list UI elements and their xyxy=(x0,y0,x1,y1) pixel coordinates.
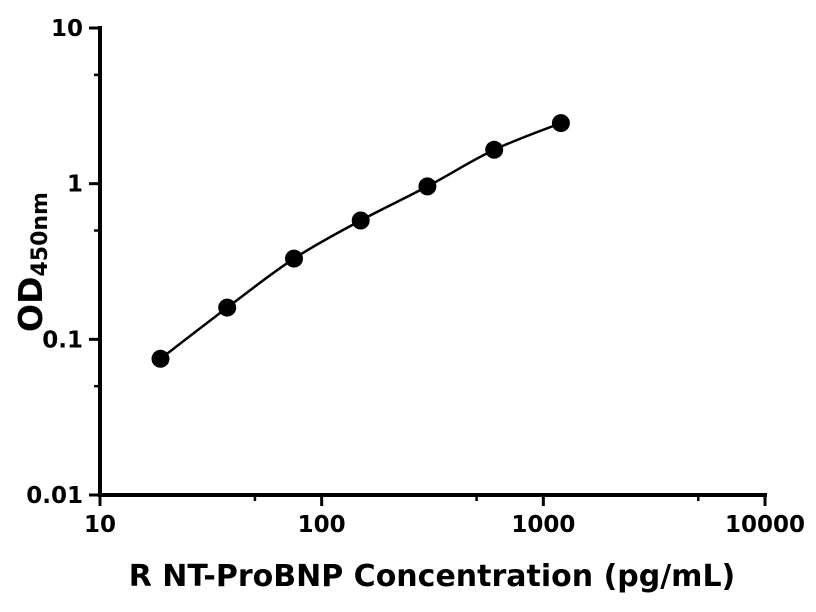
data-point xyxy=(485,140,504,159)
x-tick-label: 1000 xyxy=(511,512,575,538)
x-tick-label: 10 xyxy=(84,512,116,538)
x-tick-label: 100 xyxy=(298,512,346,538)
y-tick-label: 0.1 xyxy=(42,327,83,353)
y-tick-label: 10 xyxy=(51,16,83,42)
data-point xyxy=(218,298,237,317)
y-axis-title-sub: 450nm xyxy=(28,192,53,277)
data-point xyxy=(151,349,170,368)
minor-ticks xyxy=(94,73,700,501)
data-point-layer xyxy=(151,114,570,368)
x-tick-label: 10000 xyxy=(725,512,805,538)
axes xyxy=(98,26,767,497)
major-ticks xyxy=(89,26,767,506)
data-point xyxy=(285,249,303,268)
standard-curve-line xyxy=(159,121,562,360)
data-point xyxy=(418,177,437,196)
y-axis-title: OD450nm xyxy=(11,192,53,332)
data-point xyxy=(551,114,570,133)
y-tick-label: 0.01 xyxy=(26,483,83,509)
data-point xyxy=(351,211,370,230)
y-axis-title-main: OD xyxy=(11,277,50,332)
y-tick-label: 1 xyxy=(67,172,83,198)
x-axis-title: R NT-ProBNP Concentration (pg/mL) xyxy=(129,559,736,594)
tick-labels: 10 100 1000 10000 0.01 0.1 1 10 xyxy=(26,16,805,538)
x-axis-title-text: R NT-ProBNP Concentration (pg/mL) xyxy=(129,559,736,594)
curve-layer xyxy=(159,121,562,360)
